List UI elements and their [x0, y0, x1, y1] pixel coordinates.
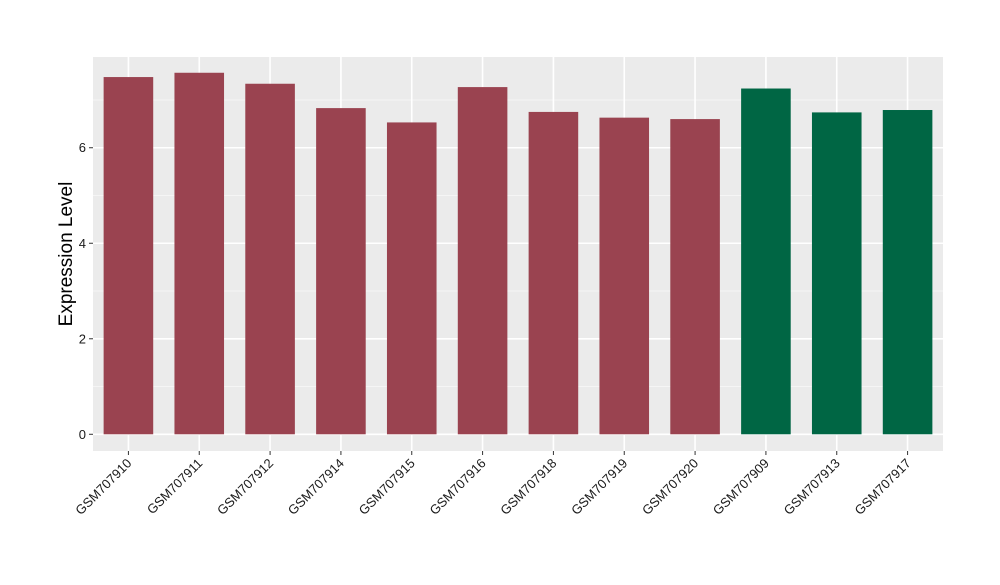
bar-gsm707912 [245, 83, 295, 435]
bar-gsm707918 [528, 111, 579, 435]
x-tick-label: GSM707918 [497, 456, 559, 518]
y-tick-label: 2 [79, 331, 86, 346]
bar-gsm707913 [811, 112, 862, 435]
x-tick-label: GSM707910 [72, 456, 134, 518]
bar-gsm707917 [882, 110, 933, 435]
minor-gridlines [93, 99, 943, 388]
bar-gsm707914 [316, 108, 366, 435]
y-axis: 0 2 4 6 [79, 140, 93, 442]
bar-gsm707909 [741, 88, 791, 435]
plot-panel [93, 57, 943, 451]
x-tick-label: GSM707919 [568, 456, 630, 518]
x-tick-label: GSM707916 [426, 456, 488, 518]
bar-gsm707919 [599, 117, 650, 435]
y-axis-label: Expression Level [56, 182, 77, 327]
x-tick-label: GSM707909 [710, 456, 772, 518]
x-tick-label: GSM707917 [851, 456, 913, 518]
y-tick-label: 0 [79, 427, 86, 442]
x-tick-label: GSM707914 [285, 456, 347, 518]
bars-group [103, 72, 933, 435]
y-tick-label: 6 [79, 140, 86, 155]
x-tick-label: GSM707920 [639, 456, 701, 518]
x-tick-label: GSM707911 [144, 456, 206, 518]
bar-gsm707920 [670, 119, 720, 435]
x-tick-label: GSM707915 [356, 456, 418, 518]
bar-gsm707915 [386, 122, 437, 435]
y-tick-label: 4 [79, 236, 86, 251]
bar-gsm707911 [174, 72, 225, 435]
x-tick-label: GSM707913 [781, 456, 843, 518]
bar-gsm707910 [103, 77, 154, 435]
x-tick-label: GSM707912 [214, 456, 276, 518]
x-axis: GSM707910 GSM707911 GSM707912 GSM707914 GSM7… [72, 451, 914, 518]
bar-gsm707916 [457, 87, 508, 435]
